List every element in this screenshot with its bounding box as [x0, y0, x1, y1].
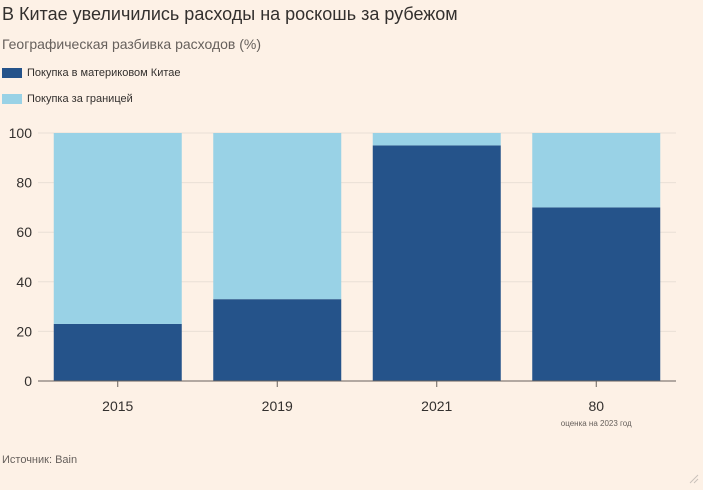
bar-mainland-2015: [53, 323, 182, 381]
legend-label-abroad: Покупка за границей: [27, 93, 133, 105]
chart-title: В Китае увеличились расходы на роскошь з…: [2, 4, 458, 24]
bar-abroad-2019: [213, 133, 342, 300]
bar-abroad-2021: [372, 133, 501, 146]
source-note: Источник: Bain: [2, 454, 78, 466]
legend-label-mainland: Покупка в материковом Китае: [27, 67, 181, 79]
y-tick-label: 20: [16, 323, 32, 339]
legend: Покупка в материковом Китае Покупка за г…: [2, 66, 181, 118]
legend-item-mainland: Покупка в материковом Китае: [2, 66, 181, 80]
x-tick-label: 2021: [421, 398, 452, 414]
x-tick-note: оценка на 2023 год: [561, 419, 632, 428]
bar-mainland-2021: [372, 145, 501, 381]
bar-mainland-2019: [213, 299, 342, 381]
resize-handle-icon[interactable]: [689, 474, 699, 484]
legend-swatch-abroad: [2, 94, 22, 104]
y-tick-label: 80: [16, 175, 32, 191]
bar-abroad-80: [532, 133, 661, 208]
x-tick-label: 80: [588, 398, 604, 414]
y-tick-label: 60: [16, 224, 32, 240]
x-tick-label: 2019: [262, 398, 293, 414]
y-tick-label: 40: [16, 274, 32, 290]
x-tick-label: 2015: [102, 398, 133, 414]
bar-mainland-80: [532, 207, 661, 381]
legend-item-abroad: Покупка за границей: [2, 92, 181, 106]
chart-subtitle: Географическая разбивка расходов (%): [2, 36, 262, 52]
legend-swatch-mainland: [2, 68, 22, 78]
bar-abroad-2015: [53, 133, 182, 324]
y-tick-label: 100: [9, 125, 33, 141]
y-tick-label: 0: [24, 373, 32, 389]
